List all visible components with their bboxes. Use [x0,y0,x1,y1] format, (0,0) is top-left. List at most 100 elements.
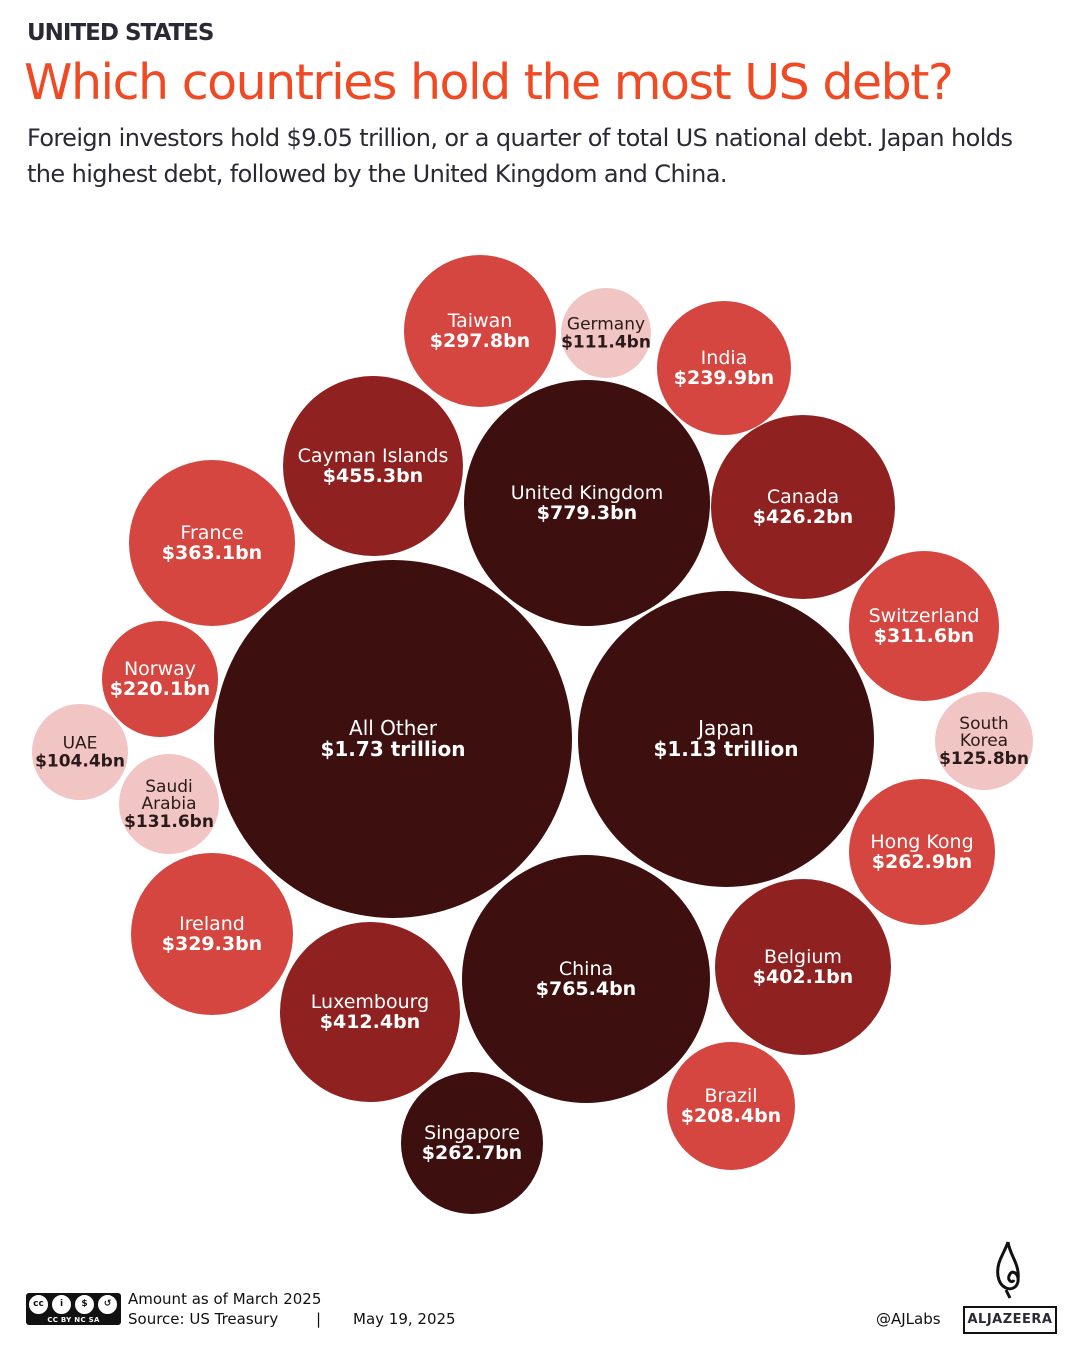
bubble-value: $1.13 trillion [653,737,798,761]
bubble-name: Taiwan [447,310,513,332]
bubble-circle [280,922,460,1102]
bubble-france: France$363.1bn [129,460,295,626]
bubble-united-kingdom: United Kingdom$779.3bn [464,380,710,626]
bubble-name: France [180,522,243,544]
bubble-value: $262.9bn [872,851,972,873]
footer-source: Source: US Treasury [128,1310,279,1328]
creative-commons-license-badge: cc i $ ↺ CC BY NC SA [26,1293,121,1325]
bubble-circle [667,1042,795,1170]
bubble-germany: Germany$111.4bn [561,288,651,378]
bubble-name: Arabia [142,794,197,814]
bubble-name: Luxembourg [311,991,429,1013]
bubble-circle [283,376,463,556]
bubble-value: $402.1bn [753,966,853,988]
bubble-circle [401,1072,543,1214]
bubble-name: Singapore [424,1122,520,1144]
bubble-name: Hong Kong [870,831,973,853]
bubble-value: $426.2bn [753,506,853,528]
bubble-circle [102,621,218,737]
bubble-value: $297.8bn [430,330,530,352]
bubble-switzerland: Switzerland$311.6bn [849,551,999,701]
bubble-circle [404,255,556,407]
bubble-value: $765.4bn [536,978,636,1000]
bubble-value: $363.1bn [162,542,262,564]
bubble-singapore: Singapore$262.7bn [401,1072,543,1214]
bubble-name: United Kingdom [511,482,664,504]
kicker: UNITED STATES [27,20,214,46]
bubble-value: $104.4bn [35,752,125,772]
bubble-circle [578,591,874,887]
bubble-value: $239.9bn [674,367,774,389]
footer-date: May 19, 2025 [353,1310,456,1328]
bubble-circle [464,380,710,626]
bubble-name: Norway [124,658,196,680]
bubble-china: China$765.4bn [462,855,710,1103]
bubble-all-other: All Other$1.73 trillion [214,560,572,918]
bubble-name: Brazil [704,1085,757,1107]
attribution-icon: i [51,1294,72,1315]
bubble-name: South [959,714,1008,734]
bubble-name: India [701,347,748,369]
footer-note: Amount as of March 2025 [128,1290,322,1308]
bubble-circle [657,301,791,435]
aljazeera-logo-icon [996,1241,1020,1299]
bubble-india: India$239.9bn [657,301,791,435]
bubble-name: Japan [696,716,754,740]
bubble-circle [129,460,295,626]
bubble-circle [715,879,891,1055]
bubble-value: $779.3bn [537,502,637,524]
bubble-value: $412.4bn [320,1011,420,1033]
bubble-name: Ireland [179,913,245,935]
bubble-ireland: Ireland$329.3bn [131,853,293,1015]
license-text: CC BY NC SA [47,1316,100,1324]
bubble-brazil: Brazil$208.4bn [667,1042,795,1170]
bubble-value: $125.8bn [939,749,1029,769]
bubble-cayman-islands: Cayman Islands$455.3bn [283,376,463,556]
bubble-value: $311.6bn [874,625,974,647]
bubble-circle [214,560,572,918]
bubble-name: Canada [767,486,839,508]
bubble-value: $220.1bn [110,678,210,700]
bubble-circle [711,415,895,599]
sharealike-icon: ↺ [97,1294,118,1315]
page-title: Which countries hold the most US debt? [24,54,954,111]
bubble-japan: Japan$1.13 trillion [578,591,874,887]
noncommercial-icon: $ [74,1294,95,1315]
bubble-circle [561,288,651,378]
bubble-value: $1.73 trillion [320,737,465,761]
aljazeera-wordmark: ALJAZEERA [963,1306,1057,1334]
bubble-circle [462,855,710,1103]
bubble-name: All Other [349,716,438,740]
cc-icon: cc [28,1294,49,1315]
bubble-name: UAE [63,734,98,754]
bubble-value: $262.7bn [422,1142,522,1164]
bubble-circle [935,692,1033,790]
bubble-value: $329.3bn [162,933,262,955]
bubble-circle [119,754,219,854]
bubble-circle [849,779,995,925]
bubble-value: $455.3bn [323,465,423,487]
bubble-name: Germany [567,315,645,335]
bubble-uae: UAE$104.4bn [32,704,128,800]
bubble-name: Korea [960,731,1008,751]
bubble-hong-kong: Hong Kong$262.9bn [849,779,995,925]
bubble-canada: Canada$426.2bn [711,415,895,599]
footer-handle: @AJLabs [876,1310,941,1328]
bubble-name: China [559,958,613,980]
footer-separator: | [316,1310,322,1328]
bubble-name: Saudi [145,777,193,797]
bubble-name: Switzerland [869,605,980,627]
bubble-luxembourg: Luxembourg$412.4bn [280,922,460,1102]
bubble-circle [131,853,293,1015]
subtitle: Foreign investors hold $9.05 trillion, o… [27,124,1013,188]
bubble-value: $208.4bn [681,1105,781,1127]
bubble-name: Belgium [764,946,842,968]
bubble-value: $131.6bn [124,812,214,832]
bubble-circle [849,551,999,701]
bubble-norway: Norway$220.1bn [102,621,218,737]
bubble-value: $111.4bn [561,333,651,353]
